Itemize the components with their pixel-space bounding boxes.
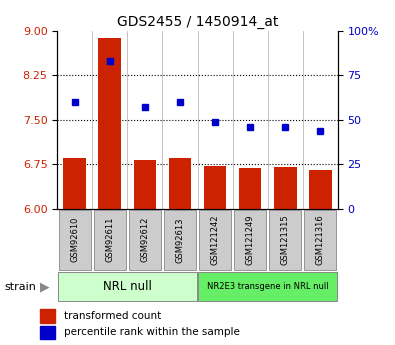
FancyBboxPatch shape [304, 210, 336, 270]
Bar [274, 167, 297, 209]
Text: GSM121315: GSM121315 [280, 215, 290, 265]
Text: GSM121242: GSM121242 [211, 215, 220, 265]
Bar [40, 309, 55, 323]
Text: GSM92610: GSM92610 [70, 217, 79, 263]
FancyBboxPatch shape [198, 272, 337, 300]
Text: GSM121316: GSM121316 [316, 214, 325, 265]
Bar [64, 158, 86, 209]
FancyBboxPatch shape [94, 210, 126, 270]
Text: NRL null: NRL null [103, 280, 152, 293]
Bar [40, 326, 55, 339]
Text: percentile rank within the sample: percentile rank within the sample [64, 327, 240, 337]
FancyBboxPatch shape [164, 210, 196, 270]
Text: strain: strain [4, 282, 36, 292]
Bar [239, 168, 261, 209]
Bar [309, 170, 331, 209]
Bar [98, 38, 121, 209]
Text: NR2E3 transgene in NRL null: NR2E3 transgene in NRL null [207, 282, 328, 291]
Text: GSM92612: GSM92612 [140, 217, 149, 263]
FancyBboxPatch shape [269, 210, 301, 270]
Bar [204, 166, 226, 209]
FancyBboxPatch shape [59, 210, 91, 270]
FancyBboxPatch shape [129, 210, 161, 270]
FancyBboxPatch shape [234, 210, 266, 270]
Text: GSM121249: GSM121249 [246, 215, 255, 265]
Text: ▶: ▶ [40, 280, 49, 294]
Text: transformed count: transformed count [64, 311, 161, 321]
FancyBboxPatch shape [58, 272, 197, 300]
Bar [169, 158, 191, 209]
Bar [134, 160, 156, 209]
Text: GSM92613: GSM92613 [175, 217, 184, 263]
Text: GSM92611: GSM92611 [105, 217, 115, 263]
FancyBboxPatch shape [199, 210, 231, 270]
Title: GDS2455 / 1450914_at: GDS2455 / 1450914_at [117, 14, 278, 29]
